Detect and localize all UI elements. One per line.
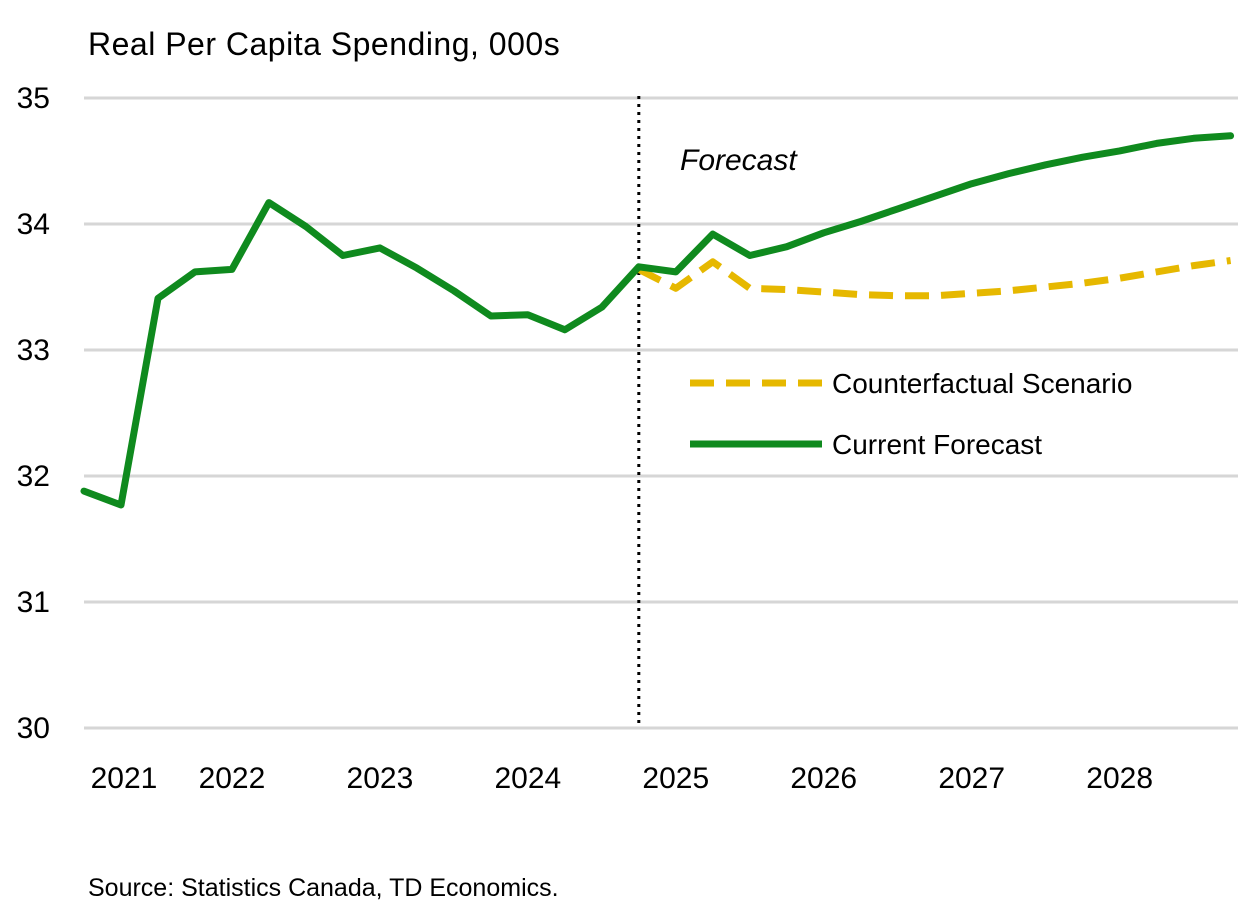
y-tick-label: 30 (17, 712, 50, 745)
legend-label: Current Forecast (832, 429, 1042, 460)
x-tick-label: 2028 (1086, 762, 1153, 795)
x-tick-label: 2027 (938, 762, 1005, 795)
y-tick-label: 33 (17, 334, 50, 367)
chart-title: Real Per Capita Spending, 000s (88, 26, 561, 62)
source-note: Source: Statistics Canada, TD Economics. (88, 874, 559, 902)
x-tick-label: 2023 (347, 762, 414, 795)
legend-label: Counterfactual Scenario (832, 368, 1132, 399)
y-tick-label: 35 (17, 82, 50, 115)
series-group (80, 132, 1235, 509)
y-axis: 30 31 32 33 34 35 (17, 82, 50, 745)
y-tick-label: 34 (17, 208, 50, 241)
series-line-counterfactual (637, 257, 1232, 300)
x-tick-label: 2021 (91, 762, 158, 795)
x-tick-label: 2026 (790, 762, 857, 795)
legend: Counterfactual Scenario Current Forecast (690, 368, 1132, 460)
x-axis: 2021 2022 2023 2024 2025 2026 2027 2028 (91, 762, 1153, 795)
y-tick-label: 31 (17, 586, 50, 619)
x-tick-label: 2025 (642, 762, 709, 795)
series-line-current-forecast (80, 132, 1235, 509)
forecast-annotation: Forecast (680, 144, 798, 177)
x-tick-label: 2024 (494, 762, 561, 795)
grid-lines (84, 96, 1238, 730)
x-tick-label: 2022 (199, 762, 266, 795)
y-tick-label: 32 (17, 460, 50, 493)
